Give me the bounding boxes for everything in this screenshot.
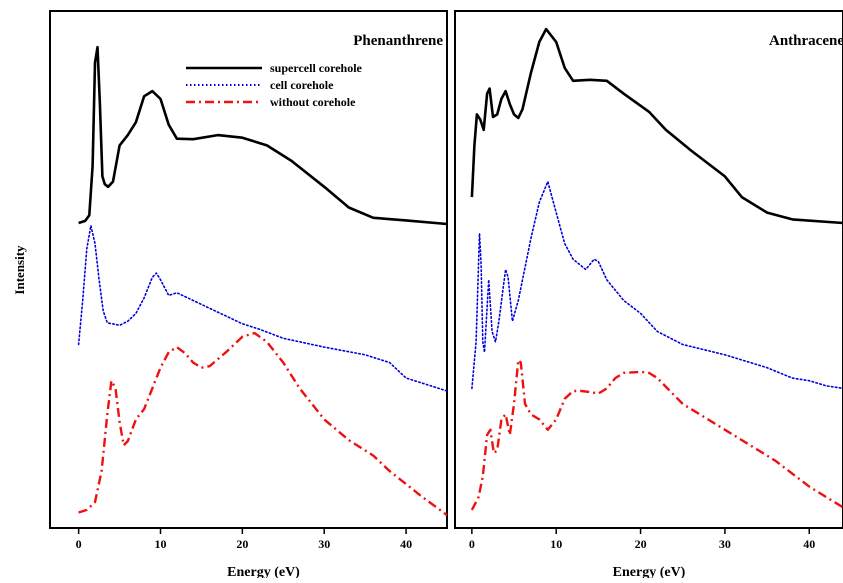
legend-label-supercell-corehole: supercell corehole <box>270 61 363 75</box>
legend-label-cell-corehole: cell corehole <box>270 78 334 92</box>
x-tick-label-2-0: 0 <box>469 537 475 551</box>
x-axis-label-2: Energy (eV) <box>613 565 686 578</box>
x-tick-label-1-10: 10 <box>155 537 167 551</box>
x-tick-label-1-0: 0 <box>76 537 82 551</box>
x-tick-label-1-30: 30 <box>318 537 330 551</box>
x-tick-label-2-30: 30 <box>719 537 731 551</box>
series-line-2-solid-series <box>470 27 843 225</box>
series-line-1-cell-corehole <box>77 224 448 392</box>
legend-label-without-corehole: without corehole <box>270 95 356 109</box>
x-tick-label-2-20: 20 <box>635 537 647 551</box>
series-line-2-dotted-series <box>471 180 843 390</box>
panel-title-anthracene: Anthracene <box>769 33 843 49</box>
series-line-1-supercell-corehole <box>78 45 448 226</box>
series-line-1-without-corehole <box>78 331 448 517</box>
panel-title-phenanthrene: Phenanthrene <box>353 33 443 49</box>
x-tick-label-2-40: 40 <box>803 537 815 551</box>
y-axis-label: Intensity <box>12 245 27 295</box>
series-line-2-dashdot-series <box>470 358 843 511</box>
x-axis-label-1: Energy (eV) <box>227 565 300 578</box>
plot-frame-1 <box>49 10 448 529</box>
plot-frame-2 <box>454 10 843 529</box>
x-tick-label-2-10: 10 <box>550 537 562 551</box>
x-tick-label-1-40: 40 <box>400 537 412 551</box>
x-tick-label-1-20: 20 <box>236 537 248 551</box>
